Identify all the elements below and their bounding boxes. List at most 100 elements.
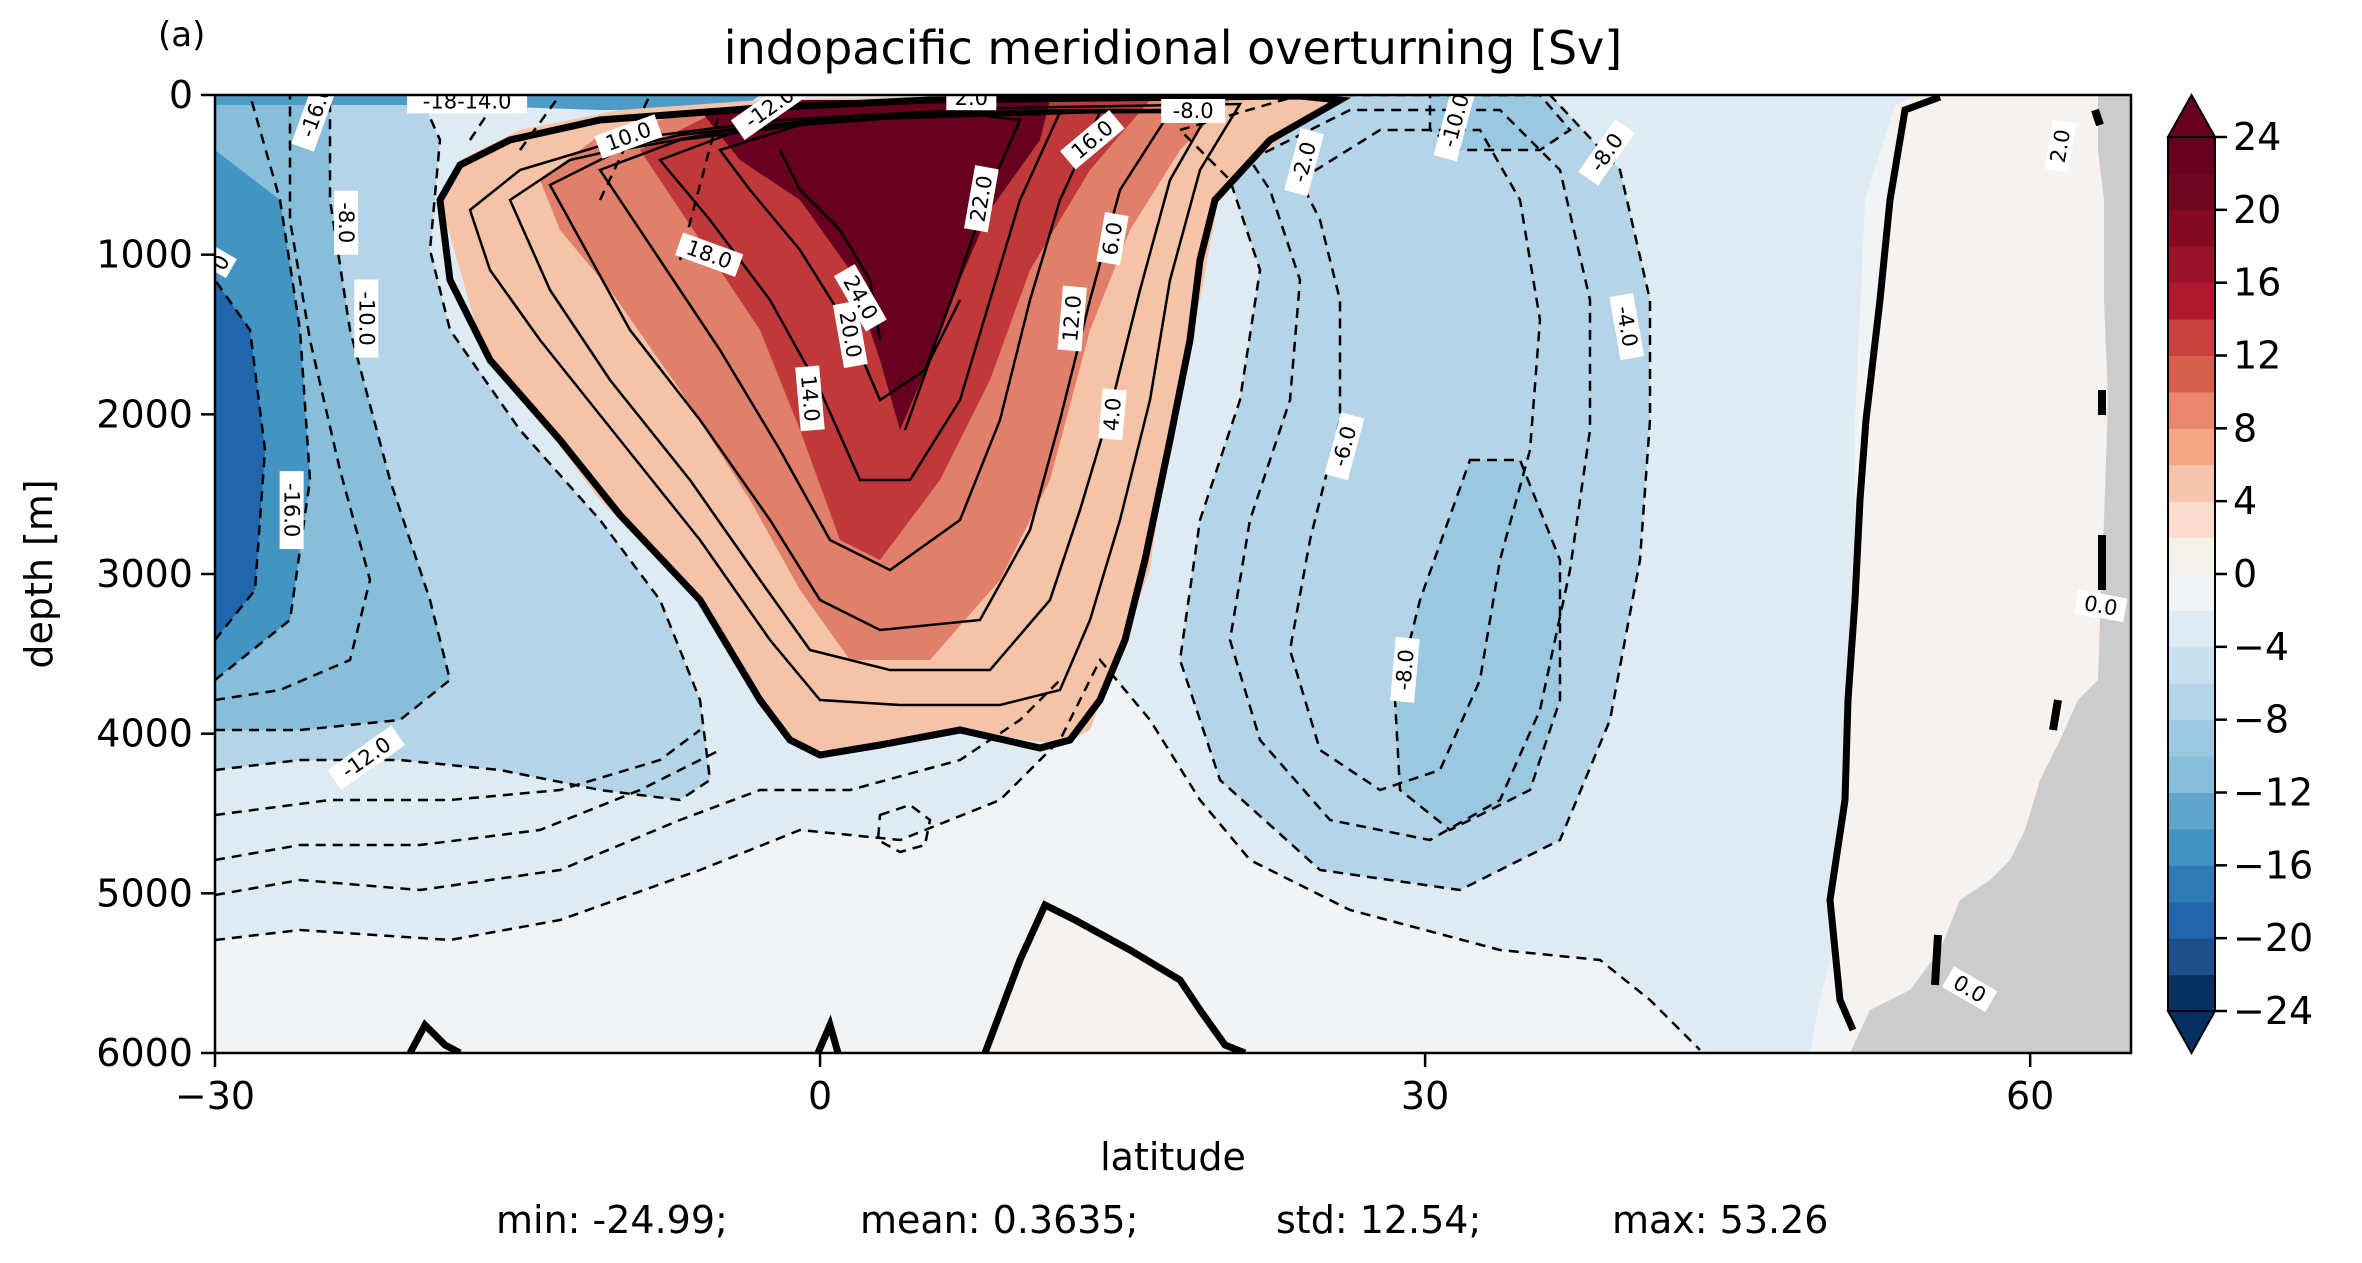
- x-axis: −30 0 30 60: [175, 1053, 2054, 1118]
- colorbar-swatch: [2168, 355, 2215, 393]
- colorbar-swatch: [2168, 428, 2215, 466]
- contour-label: -8.0: [334, 190, 359, 255]
- colorbar-tick-label: 0: [2233, 552, 2257, 596]
- plot-area: -16.0 -18-14.0 -12.0 2.0-8.0 -10.0-8.0 2.010.…: [215, 86, 2131, 1053]
- colorbar-swatch: [2168, 756, 2215, 793]
- statistics-line: min: -24.99; mean: 0.3635; std: 12.54; m…: [0, 1198, 2362, 1258]
- land-mask: [1850, 95, 2131, 1053]
- contour-label-bg: [946, 95, 997, 111]
- contour-label: -8.0: [1390, 636, 1420, 703]
- contour-label-bg: [2074, 589, 2128, 623]
- colorbar-extend-top: [2166, 92, 2217, 138]
- colorbar-tick-label: 12: [2233, 334, 2281, 378]
- contour-label-text: 12.0: [1058, 294, 1086, 343]
- colorbar-swatch: [2168, 828, 2215, 866]
- x-axis-label: latitude: [1100, 1135, 1246, 1179]
- colorbar-swatch: [2168, 938, 2215, 976]
- contour-label-bg: [674, 232, 744, 277]
- colorbar-tick-label: −16: [2233, 843, 2313, 887]
- contour-label-bg: [1324, 412, 1365, 481]
- colorbar-tick-label: 16: [2233, 261, 2281, 305]
- negative-contour: [215, 279, 267, 641]
- contour-label-bg: [291, 95, 341, 152]
- region-bottom-ridge: [990, 905, 1240, 1053]
- y-tick-label: 3000: [96, 552, 193, 596]
- colorbar-swatch: [2168, 209, 2215, 247]
- stat-min: min: -24.99;: [496, 1198, 728, 1242]
- contour-label-bg: [1096, 211, 1129, 266]
- y-axis: 0 1000 2000 3000 4000 5000 6000: [96, 73, 215, 1075]
- x-tick-label: 0: [808, 1074, 832, 1118]
- negative-contour: [215, 95, 312, 681]
- contour-label-text: 14.0: [796, 374, 824, 423]
- contour-label-text: -8.0: [1173, 99, 1214, 123]
- y-tick-label: 4000: [96, 712, 193, 756]
- contour-label: -16.0: [279, 471, 304, 550]
- colorbar-swatch: [2168, 282, 2215, 320]
- contour-label-text: 2.0: [2046, 128, 2075, 165]
- contour-label-bg: [1161, 98, 1226, 123]
- positive-contour: [717, 111, 1022, 402]
- contour-label: 4.0: [1098, 388, 1127, 441]
- colorbar-swatch: [2168, 574, 2215, 611]
- colorbar-tick-label: −24: [2233, 989, 2313, 1033]
- contour-label-bg: [2044, 119, 2077, 173]
- contour-label-bg: [1057, 285, 1087, 352]
- contour-label-bg: [407, 95, 528, 114]
- negative-contour: [468, 95, 722, 261]
- contour-label-bg: [279, 471, 304, 550]
- colorbar-swatch: [2168, 464, 2215, 502]
- contour-label: -10.0: [354, 279, 379, 358]
- colorbar-swatch: [2168, 537, 2215, 575]
- y-tick-label: 0: [169, 73, 193, 117]
- region-positive-core: [700, 100, 1050, 430]
- contour-label-bg: [1284, 128, 1324, 197]
- colorbar-tick-label: 24: [2233, 115, 2281, 159]
- contour-label: -4.0: [1609, 292, 1645, 361]
- contour-label-text: -8.0: [1391, 648, 1418, 691]
- contour-label-text: 6.0: [1098, 220, 1127, 257]
- colorbar-swatch: [2168, 501, 2215, 539]
- contour-label: 6.0: [1096, 211, 1129, 266]
- x-tick-label: 60: [2006, 1074, 2054, 1118]
- negative-contour: [215, 729, 701, 817]
- y-tick-label: 2000: [96, 392, 193, 436]
- chart-title: indopacific meridional overturning [Sv]: [724, 21, 1622, 75]
- contour-label-bg: [730, 95, 809, 140]
- contour-fragment: [1931, 934, 1942, 986]
- positive-contour: [508, 108, 1213, 672]
- y-tick-label: 1000: [96, 233, 193, 277]
- contour-label-bg: [594, 114, 663, 159]
- contour-label-bg: [334, 190, 359, 255]
- colorbar-tick-label: −20: [2233, 916, 2313, 960]
- zero-contour-east: [1826, 95, 1942, 1032]
- stat-max: max: 53.26: [1612, 1198, 1829, 1242]
- positive-contours: [468, 102, 1243, 707]
- y-tick-label: 5000: [96, 871, 193, 915]
- y-axis-label: depth [m]: [17, 479, 61, 668]
- positive-contour: [657, 110, 1062, 482]
- negative-contour: [215, 95, 712, 802]
- colorbar-swatch: [2168, 901, 2215, 939]
- colorbar-swatch: [2168, 719, 2215, 757]
- colorbar-swatch: [2168, 319, 2215, 356]
- colorbar-tick-label: 20: [2233, 188, 2281, 232]
- negative-contour: [215, 95, 372, 702]
- land-edge-artifacts: [1931, 108, 2106, 986]
- y-tick-label: 6000: [96, 1031, 193, 1075]
- contour-label-text: 2.0: [955, 86, 988, 110]
- colorbar-swatch: [2168, 137, 2215, 174]
- contour-label-bg: [1060, 109, 1125, 170]
- region-west-strongest: [215, 280, 265, 640]
- contour-label-bg: [1942, 966, 1998, 1013]
- colorbar-tick-label: −12: [2233, 771, 2313, 815]
- contour-label-text: -18-14.0: [423, 89, 512, 113]
- contour-label: 14.0: [795, 365, 825, 432]
- contour-label-text: -8.0: [334, 202, 358, 243]
- contour-label: -8.0: [1161, 98, 1226, 123]
- colorbar-swatch: [2168, 246, 2215, 284]
- contour-label-bg: [1433, 95, 1478, 162]
- contour-label-bg: [215, 247, 237, 279]
- contour-label-bg: [327, 725, 406, 790]
